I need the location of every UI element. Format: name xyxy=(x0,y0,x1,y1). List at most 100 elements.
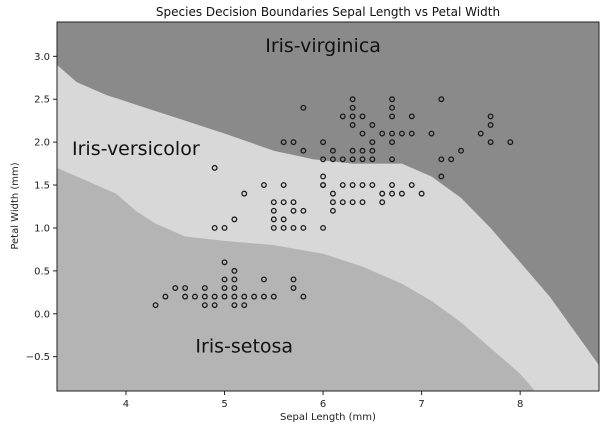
data-point xyxy=(359,199,366,206)
plot-frame xyxy=(56,21,600,392)
y-tick-label: −0.5 xyxy=(26,352,50,363)
data-point xyxy=(408,130,415,137)
data-point xyxy=(300,207,307,214)
y-tick-label: 0.0 xyxy=(34,309,50,320)
data-point xyxy=(339,156,346,163)
data-point xyxy=(221,276,228,283)
data-point xyxy=(320,139,327,146)
data-point xyxy=(221,285,228,291)
data-point xyxy=(379,199,386,206)
data-point xyxy=(270,225,277,231)
chart-title: Species Decision Boundaries Sepal Length… xyxy=(156,5,500,19)
data-point xyxy=(201,293,208,300)
data-point xyxy=(408,113,415,120)
data-point xyxy=(241,302,248,309)
data-point xyxy=(438,173,445,180)
data-point xyxy=(398,130,405,137)
data-point xyxy=(329,199,336,206)
data-point xyxy=(270,199,277,206)
data-point xyxy=(339,199,346,206)
data-point xyxy=(231,216,238,223)
data-point xyxy=(408,182,415,188)
region-label-setosa: Iris-setosa xyxy=(195,335,293,357)
data-point xyxy=(241,293,248,300)
data-point xyxy=(201,302,208,309)
data-point xyxy=(270,216,277,223)
data-point xyxy=(428,130,435,137)
data-point xyxy=(182,285,189,291)
plot-area xyxy=(57,22,599,391)
data-point xyxy=(349,113,356,120)
data-point xyxy=(300,147,307,154)
data-point xyxy=(162,293,169,300)
data-point xyxy=(290,207,297,214)
data-point xyxy=(359,130,366,137)
data-point xyxy=(339,182,346,188)
data-points xyxy=(152,96,514,309)
data-point xyxy=(260,293,267,300)
data-point xyxy=(389,139,396,146)
data-point xyxy=(290,276,297,283)
data-point xyxy=(290,225,297,231)
data-point xyxy=(369,122,376,128)
data-point xyxy=(192,293,198,300)
data-point xyxy=(389,130,396,137)
y-tick-label: 0.5 xyxy=(34,266,50,277)
data-point xyxy=(270,207,277,214)
data-point xyxy=(300,293,307,300)
data-point xyxy=(369,182,376,188)
data-point xyxy=(211,302,218,309)
data-point xyxy=(418,190,425,197)
data-point xyxy=(290,285,297,291)
data-point xyxy=(231,293,238,300)
data-point xyxy=(320,182,327,188)
data-point xyxy=(280,199,287,206)
y-axis-label: Petal Width (mm) xyxy=(10,162,21,249)
data-point xyxy=(231,276,238,283)
data-point xyxy=(320,225,327,231)
data-point xyxy=(270,293,277,300)
data-point xyxy=(300,225,307,231)
data-point xyxy=(221,259,228,266)
data-point xyxy=(320,173,327,180)
y-tick-label: 1.0 xyxy=(34,223,50,234)
data-point xyxy=(300,104,307,111)
data-point xyxy=(231,285,238,291)
data-point xyxy=(290,139,297,146)
data-point xyxy=(379,190,386,197)
data-point xyxy=(389,104,396,111)
data-point xyxy=(389,96,396,103)
data-point xyxy=(211,293,218,300)
data-point xyxy=(438,156,445,163)
data-point xyxy=(280,139,287,146)
data-point xyxy=(349,156,356,163)
data-point xyxy=(172,285,179,291)
data-point xyxy=(201,285,208,291)
data-point xyxy=(260,182,267,188)
data-point xyxy=(487,113,494,120)
data-point xyxy=(359,156,366,163)
data-point xyxy=(329,207,336,214)
x-tick-label: 6 xyxy=(320,399,326,410)
x-tick-label: 4 xyxy=(123,399,129,410)
data-point xyxy=(349,104,356,111)
data-point xyxy=(389,113,396,120)
data-point xyxy=(329,147,336,154)
data-point xyxy=(448,156,455,163)
data-point xyxy=(152,302,159,309)
data-point xyxy=(290,199,297,206)
data-point xyxy=(369,139,376,146)
data-point xyxy=(458,147,464,154)
data-point xyxy=(231,267,238,274)
data-point xyxy=(251,293,258,300)
data-point xyxy=(487,122,494,128)
data-point xyxy=(369,156,376,163)
data-point xyxy=(241,190,248,197)
data-point xyxy=(231,302,238,309)
data-point xyxy=(280,216,287,223)
data-point xyxy=(359,147,366,154)
data-point xyxy=(389,182,396,188)
data-point xyxy=(349,122,356,128)
x-axis-ticks: 4 5 6 7 8 xyxy=(123,391,523,410)
